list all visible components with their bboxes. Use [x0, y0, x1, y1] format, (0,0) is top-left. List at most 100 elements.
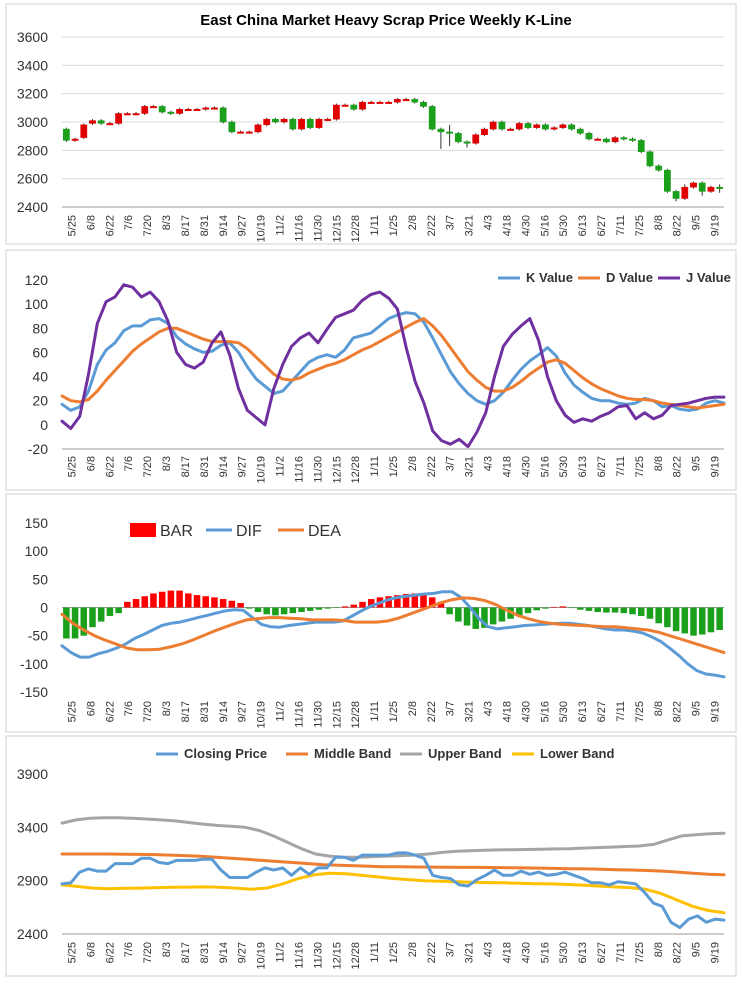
boll-x-tick-label: 6/8: [85, 942, 97, 957]
candle-body: [411, 99, 419, 103]
macd-bar: [463, 607, 471, 626]
macd-x-tick-label: 1/25: [388, 701, 400, 722]
macd-y-tick-label: -100: [20, 656, 48, 672]
kline-x-tick-label: 7/25: [634, 215, 646, 236]
candle-body: [611, 137, 619, 143]
candle-body: [498, 121, 506, 130]
candle-body: [211, 107, 218, 110]
macd-bar: [106, 607, 114, 616]
kdj-x-tick-label: 9/27: [237, 456, 249, 477]
candle-body: [446, 131, 454, 134]
kline-x-tick-label: 2/22: [426, 215, 438, 236]
kline-y-tick-label: 3600: [17, 29, 48, 45]
macd-bar: [446, 607, 453, 615]
macd-x-tick-label: 8/22: [672, 701, 684, 722]
macd-x-tick-label: 9/19: [710, 701, 722, 722]
candle-body: [376, 101, 384, 104]
j-value-line: [60, 283, 726, 449]
macd-x-tick-label: 12/15: [331, 701, 343, 729]
macd-bar: [158, 591, 166, 608]
kline-x-tick-label: 2/8: [407, 215, 419, 230]
macd-y-tick-label: 50: [32, 571, 48, 587]
macd-bar: [246, 607, 253, 609]
legend-middle-band-label: Middle Band: [314, 746, 391, 761]
kline-x-tick-label: 9/19: [710, 215, 722, 236]
macd-bar: [489, 607, 497, 625]
kline-x-tick-label: 6/8: [85, 215, 97, 230]
macd-x-tick-label: 8/31: [199, 701, 211, 722]
macd-bar: [80, 607, 88, 636]
kdj-y-tick-label: -20: [28, 441, 48, 457]
candle-body: [472, 134, 480, 144]
macd-x-tick-label: 11/30: [312, 701, 324, 728]
kdj-x-tick-label: 8/8: [653, 456, 665, 471]
macd-bar: [498, 607, 506, 622]
macd-bar: [359, 601, 366, 608]
kdj-x-tick-label: 1/11: [369, 456, 381, 477]
candle-body: [193, 109, 201, 111]
macd-bar: [97, 607, 105, 622]
macd-bar: [89, 607, 96, 628]
candle-body: [289, 118, 297, 130]
kdj-x-tick-label: 2/8: [407, 456, 419, 471]
kline-x-tick-label: 3/7: [445, 215, 457, 230]
candle-body: [123, 113, 131, 116]
kline-x-tick-label: 9/14: [218, 215, 230, 236]
panel-border-kdj: [5, 249, 737, 491]
kline-x-tick-label: 1/11: [369, 215, 381, 236]
kdj-y-tick-label: 40: [32, 369, 48, 385]
candle-body: [663, 169, 671, 192]
boll-x-tick-label: 11/30: [312, 942, 324, 969]
macd-x-tick-label: 12/28: [350, 701, 362, 729]
candle-body: [158, 106, 166, 113]
candle-body: [542, 124, 549, 130]
chart-title: East China Market Heavy Scrap Price Week…: [200, 12, 572, 29]
kdj-x-tick-label: 9/19: [710, 456, 722, 477]
macd-x-tick-label: 7/6: [123, 701, 135, 716]
kline-y-tick-label: 3000: [17, 114, 48, 130]
candle-body: [106, 123, 114, 126]
candle-body: [576, 128, 584, 134]
dea-line: [60, 596, 726, 655]
panel-border-macd: [5, 493, 737, 733]
macd-bar: [577, 607, 584, 610]
kdj-x-tick-label: 5/25: [66, 456, 78, 477]
macd-x-tick-label: 9/14: [218, 701, 230, 722]
kdj-x-tick-label: 3/7: [445, 456, 457, 471]
kline-x-tick-label: 8/22: [672, 215, 684, 236]
macd-bar: [272, 607, 279, 616]
macd-x-tick-label: 11/16: [293, 701, 305, 728]
macd-bar: [655, 607, 662, 624]
macd-bar: [350, 604, 358, 608]
kline-x-tick-label: 5/30: [558, 215, 570, 236]
candle-body: [698, 182, 706, 192]
candle-body: [62, 128, 70, 141]
macd-panel: -150 -100 -50 0 50 100 150 5/25 6/8 6/22 7/6 7/20 8/…: [20, 515, 726, 729]
macd-bar: [167, 590, 175, 608]
candle-body: [690, 182, 697, 188]
macd-bar: [202, 596, 209, 608]
legend-d-value-label: D Value: [606, 270, 653, 285]
macd-bar: [428, 597, 436, 608]
candle-body: [428, 106, 436, 130]
candle-body: [150, 106, 157, 109]
macd-bar: [289, 607, 297, 614]
kline-y-tick-label: 2600: [17, 171, 48, 187]
panel-border-kline: [5, 3, 737, 245]
candle-body: [254, 124, 262, 133]
macd-bar: [698, 607, 706, 635]
kdj-x-tick-label: 7/11: [615, 456, 627, 477]
kdj-x-tick-label: 8/17: [180, 456, 192, 477]
candle-body: [620, 137, 628, 140]
boll-y-tick-label: 2900: [17, 873, 48, 889]
boll-x-tick-label: 12/28: [350, 942, 362, 970]
boll-x-tick-label: 12/15: [331, 942, 343, 970]
boll-x-tick-label: 7/25: [634, 942, 646, 963]
kline-x-tick-label: 9/27: [237, 215, 249, 236]
macd-bar: [124, 601, 131, 608]
kline-y-tick-label: 3400: [17, 57, 48, 73]
macd-bar: [533, 607, 540, 611]
boll-y-tick-label: 3400: [17, 819, 48, 835]
